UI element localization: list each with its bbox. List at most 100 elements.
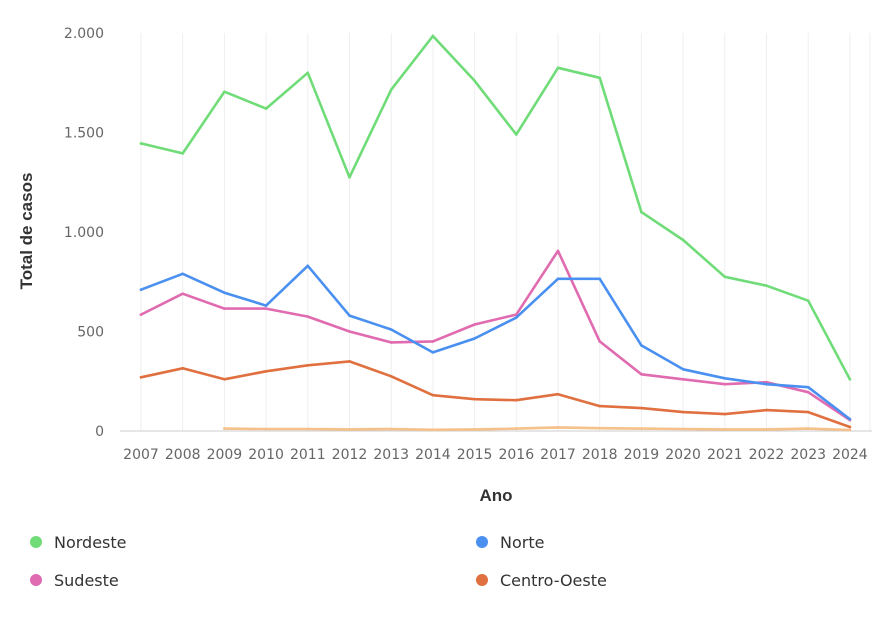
point-centro-oeste-2009[interactable]: [223, 377, 226, 381]
point-nordeste-2009[interactable]: [223, 90, 226, 94]
point-centro-oeste-2010[interactable]: [264, 370, 268, 373]
point-sul-2024[interactable]: [848, 428, 852, 432]
point-sul-2011[interactable]: [306, 427, 310, 431]
point-sul-2020[interactable]: [681, 427, 685, 431]
point-centro-oeste-2019[interactable]: [640, 406, 643, 410]
point-nordeste-2010[interactable]: [264, 107, 268, 110]
series-line-sul[interactable]: [223, 426, 852, 432]
point-norte-2024[interactable]: [848, 417, 852, 421]
point-centro-oeste-2021[interactable]: [723, 412, 727, 416]
point-sul-2013[interactable]: [389, 427, 393, 431]
point-centro-oeste-2012[interactable]: [348, 360, 351, 363]
legend-item-norte[interactable]: Norte: [476, 532, 850, 552]
point-norte-2017[interactable]: [556, 277, 560, 281]
series-line-nordeste[interactable]: [139, 34, 852, 381]
point-sul-2019[interactable]: [640, 427, 643, 430]
point-nordeste-2007[interactable]: [139, 142, 143, 145]
x-tick-label-2019: 2019: [624, 447, 660, 463]
point-norte-2011[interactable]: [306, 264, 310, 268]
point-sul-2017[interactable]: [556, 426, 560, 429]
x-tick-label-2022: 2022: [749, 447, 785, 463]
point-sudeste-2015[interactable]: [473, 323, 476, 326]
point-centro-oeste-2015[interactable]: [473, 397, 476, 401]
point-norte-2009[interactable]: [223, 291, 226, 294]
point-sudeste-2018[interactable]: [598, 340, 601, 343]
point-norte-2013[interactable]: [389, 328, 393, 331]
point-sul-2009[interactable]: [223, 427, 226, 430]
point-nordeste-2013[interactable]: [389, 88, 393, 92]
point-nordeste-2014[interactable]: [431, 34, 435, 38]
point-centro-oeste-2020[interactable]: [681, 410, 685, 414]
point-sudeste-2012[interactable]: [348, 330, 351, 333]
point-nordeste-2016[interactable]: [515, 133, 518, 136]
point-centro-oeste-2017[interactable]: [556, 392, 560, 396]
point-nordeste-2017[interactable]: [556, 66, 560, 70]
legend-item-sudeste[interactable]: Sudeste: [30, 570, 476, 590]
point-centro-oeste-2014[interactable]: [431, 393, 435, 397]
point-norte-2019[interactable]: [640, 344, 643, 347]
point-sudeste-2011[interactable]: [306, 315, 310, 318]
legend-item-centro-oeste[interactable]: Centro-Oeste: [476, 570, 850, 590]
point-nordeste-2008[interactable]: [181, 152, 184, 155]
y-axis-ticks: 0 500 1.000 1.500 2.000: [64, 26, 104, 440]
point-sul-2023[interactable]: [806, 427, 810, 430]
point-norte-2018[interactable]: [598, 277, 601, 281]
point-sudeste-2019[interactable]: [640, 372, 643, 376]
point-centro-oeste-2016[interactable]: [515, 398, 518, 402]
point-centro-oeste-2008[interactable]: [181, 367, 184, 370]
point-sul-2021[interactable]: [723, 428, 727, 431]
point-nordeste-2018[interactable]: [598, 76, 601, 80]
point-centro-oeste-2007[interactable]: [139, 375, 143, 379]
point-sudeste-2017[interactable]: [556, 249, 560, 253]
point-centro-oeste-2018[interactable]: [598, 404, 601, 408]
point-nordeste-2022[interactable]: [765, 284, 768, 288]
point-norte-2007[interactable]: [139, 288, 143, 292]
point-sudeste-2014[interactable]: [431, 340, 435, 343]
point-norte-2010[interactable]: [264, 304, 268, 307]
point-sudeste-2020[interactable]: [681, 377, 685, 381]
point-norte-2020[interactable]: [681, 368, 685, 371]
series-line-centro-oeste[interactable]: [139, 360, 852, 429]
point-centro-oeste-2023[interactable]: [806, 410, 810, 414]
point-centro-oeste-2011[interactable]: [306, 364, 310, 367]
point-nordeste-2021[interactable]: [723, 275, 727, 279]
point-centro-oeste-2024[interactable]: [848, 425, 852, 429]
point-sudeste-2009[interactable]: [223, 307, 226, 310]
point-sudeste-2023[interactable]: [806, 390, 810, 394]
point-sul-2012[interactable]: [348, 428, 351, 431]
point-centro-oeste-2013[interactable]: [389, 374, 393, 378]
series-line-norte[interactable]: [139, 264, 852, 421]
point-norte-2014[interactable]: [431, 351, 435, 354]
point-nordeste-2023[interactable]: [806, 299, 810, 302]
point-sudeste-2013[interactable]: [389, 341, 393, 344]
point-sul-2015[interactable]: [473, 428, 476, 431]
point-sul-2014[interactable]: [431, 428, 435, 432]
point-sul-2010[interactable]: [264, 427, 268, 431]
point-sudeste-2021[interactable]: [723, 382, 727, 386]
point-norte-2008[interactable]: [181, 272, 184, 276]
x-tick-label-2010: 2010: [248, 447, 284, 463]
point-nordeste-2019[interactable]: [640, 210, 643, 214]
series-nordeste: [139, 34, 852, 381]
point-centro-oeste-2022[interactable]: [765, 408, 768, 412]
point-nordeste-2015[interactable]: [473, 79, 476, 83]
point-nordeste-2012[interactable]: [348, 175, 351, 179]
point-norte-2022[interactable]: [765, 382, 768, 386]
point-norte-2023[interactable]: [806, 385, 810, 389]
x-tick-label-2012: 2012: [332, 447, 368, 463]
series-line-sudeste[interactable]: [139, 249, 852, 422]
point-sudeste-2007[interactable]: [139, 313, 143, 316]
point-sudeste-2010[interactable]: [264, 307, 268, 310]
point-norte-2016[interactable]: [515, 316, 518, 319]
point-nordeste-2011[interactable]: [306, 71, 310, 75]
point-norte-2021[interactable]: [723, 376, 727, 380]
point-norte-2015[interactable]: [473, 337, 476, 340]
point-sudeste-2008[interactable]: [181, 292, 184, 295]
point-nordeste-2024[interactable]: [848, 377, 852, 381]
point-sul-2022[interactable]: [765, 428, 768, 431]
point-nordeste-2020[interactable]: [681, 238, 685, 242]
point-norte-2012[interactable]: [348, 314, 351, 317]
point-sul-2016[interactable]: [515, 427, 518, 430]
point-sul-2018[interactable]: [598, 426, 601, 430]
legend-item-nordeste[interactable]: Nordeste: [30, 532, 476, 552]
